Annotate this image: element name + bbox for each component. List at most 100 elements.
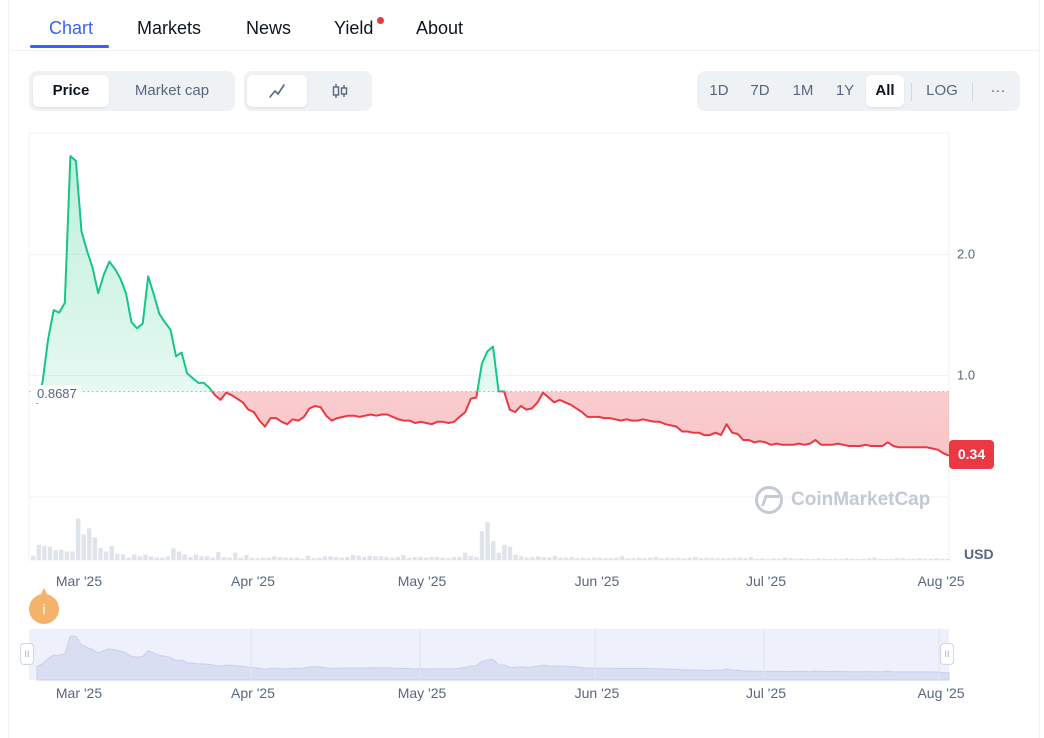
volume-bar (188, 557, 193, 561)
volume-bar (126, 557, 131, 560)
area-below-open (37, 391, 949, 456)
volume-bar (434, 557, 440, 561)
volume-bar (889, 558, 894, 560)
chart-type-toggle (244, 71, 372, 111)
volume-bar (513, 554, 518, 560)
volume-bar (872, 557, 877, 560)
volume-bar (345, 557, 350, 561)
volume-bar (788, 558, 793, 560)
volume-bar (777, 558, 782, 560)
range-7d-button[interactable]: 7D (750, 82, 770, 99)
range-1m-button[interactable]: 1M (792, 82, 814, 99)
volume-bar (59, 549, 64, 560)
volume-bar (642, 558, 647, 560)
volume-bar (833, 558, 838, 560)
volume-bar (945, 558, 950, 560)
line-chart-button[interactable] (247, 75, 307, 107)
volume-bar (468, 555, 473, 560)
volume-bar (502, 544, 507, 561)
volume-bar (894, 558, 900, 560)
volume-bar (440, 557, 445, 560)
market-cap-button[interactable]: Market cap (134, 82, 210, 99)
volume-bar (715, 558, 720, 560)
log-scale-button[interactable]: LOG (926, 82, 958, 99)
more-options-button[interactable]: ··· (990, 82, 1006, 99)
volume-bar (362, 557, 367, 561)
volume-bar (726, 558, 731, 560)
tab-about[interactable]: About (416, 18, 464, 38)
navigator-tick-label: Aug '25 (917, 685, 964, 701)
volume-bar (648, 557, 653, 560)
volume-bar (743, 558, 748, 560)
x-tick-label: Aug '25 (917, 573, 964, 589)
volume-bar (87, 528, 92, 560)
active-tab-indicator (30, 45, 109, 48)
navigator-left-handle[interactable]: II (20, 643, 34, 665)
event-info-marker[interactable]: i (29, 588, 59, 624)
volume-bar (732, 557, 737, 560)
volume-bar (799, 558, 804, 560)
x-tick-label: Jul '25 (746, 573, 786, 589)
tab-chart[interactable]: Chart (49, 18, 94, 38)
volume-bar (917, 558, 922, 560)
volume-bar (266, 557, 271, 560)
price-button[interactable]: Price (33, 75, 109, 107)
volume-bar (507, 546, 513, 560)
price-line-down (36, 391, 950, 457)
volume-bar (137, 556, 142, 560)
volume-bar (771, 558, 776, 560)
range-1y-button[interactable]: 1Y (835, 82, 855, 99)
candlestick-button[interactable] (310, 75, 370, 107)
currency-label: USD (964, 546, 994, 562)
volume-bar (664, 557, 670, 560)
volume-bar (687, 557, 692, 560)
volume-bar (42, 546, 47, 560)
volume-bar (900, 558, 905, 560)
volume-bar (227, 557, 232, 560)
volume-bar (384, 557, 389, 561)
price-line-up (39, 155, 506, 392)
volume-bar (737, 557, 743, 560)
volume-bar (805, 558, 810, 560)
volume-bar (148, 556, 154, 560)
tab-news[interactable]: News (246, 18, 292, 38)
area-above-open (40, 156, 505, 392)
volume-bar (676, 557, 681, 560)
volume-bar (631, 558, 636, 560)
volume-bar (70, 551, 75, 560)
volume-bar (143, 554, 148, 560)
chart-card (8, 0, 1040, 738)
volume-bar (132, 554, 137, 560)
tab-yield[interactable]: Yield (334, 18, 374, 38)
volume-bar (165, 556, 170, 560)
range-all-button[interactable]: All (866, 75, 904, 107)
volume-bar (547, 557, 552, 560)
navigator-tick-label: Jun '25 (575, 685, 620, 701)
range-1d-button[interactable]: 1D (709, 82, 729, 99)
volume-bar (395, 557, 400, 561)
watermark-text: CoinMarketCap (791, 489, 931, 510)
volume-bar (204, 556, 210, 560)
tab-markets[interactable]: Markets (137, 18, 202, 38)
coinmarketcap-watermark: CoinMarketCap (755, 486, 930, 514)
volume-bar (923, 558, 928, 560)
volume-bar (272, 556, 277, 560)
volume-bar (322, 556, 328, 560)
volume-bar (485, 522, 490, 560)
volume-bar (603, 558, 608, 560)
volume-bar (614, 557, 619, 560)
volume-bar (261, 557, 266, 560)
volume-bar (721, 558, 726, 560)
volume-bar (827, 558, 832, 560)
volume-bar (249, 557, 255, 560)
tab-bar: Chart Markets News Yield About (10, 0, 1040, 51)
volume-bar (911, 558, 917, 560)
volume-bar (64, 551, 70, 560)
volume-bar (182, 554, 187, 560)
volume-bar (401, 555, 406, 560)
volume-bar (575, 558, 580, 560)
navigator-tick-label: Mar '25 (56, 685, 102, 701)
volume-bar (939, 558, 945, 560)
navigator-right-handle[interactable]: II (940, 643, 954, 665)
